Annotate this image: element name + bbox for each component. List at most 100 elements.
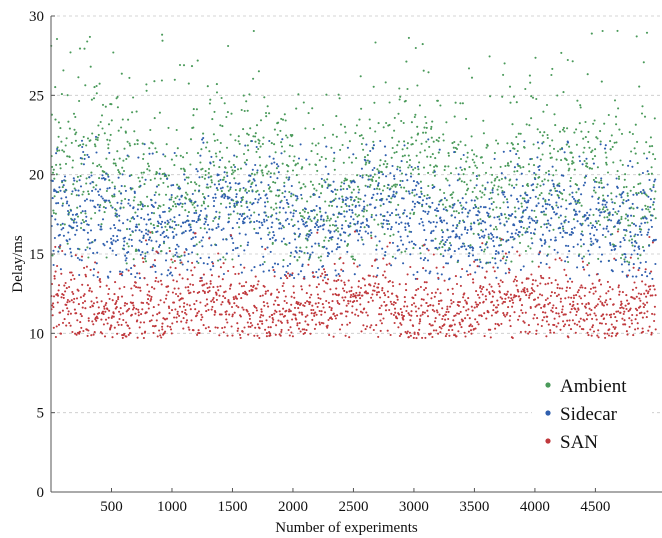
data-point: [378, 188, 381, 191]
data-point: [547, 282, 550, 285]
data-point: [139, 184, 142, 187]
data-point: [222, 331, 225, 334]
data-point: [555, 312, 558, 315]
data-point: [170, 158, 173, 161]
data-point: [603, 317, 606, 320]
data-point: [133, 130, 136, 133]
data-point: [521, 311, 524, 314]
data-point: [497, 185, 500, 188]
data-point: [424, 210, 427, 213]
data-point: [112, 234, 115, 237]
data-point: [429, 164, 432, 167]
data-point: [318, 196, 321, 199]
data-point: [330, 146, 333, 149]
data-point: [164, 330, 167, 333]
data-point: [236, 168, 240, 171]
data-point: [355, 124, 358, 127]
data-point: [601, 29, 604, 33]
data-point: [470, 227, 473, 230]
data-point: [277, 121, 280, 124]
data-point: [524, 249, 527, 253]
data-point: [175, 320, 179, 323]
data-point: [223, 176, 226, 179]
data-point: [540, 306, 543, 309]
data-point: [455, 233, 458, 236]
data-point: [474, 258, 477, 262]
data-point: [231, 258, 234, 261]
data-point: [622, 307, 625, 310]
data-point: [397, 326, 400, 329]
data-point: [532, 279, 535, 282]
data-point: [129, 144, 132, 147]
data-point: [91, 199, 94, 202]
data-point: [313, 327, 316, 330]
data-point: [238, 232, 241, 235]
data-point: [386, 211, 389, 214]
data-point: [409, 265, 412, 269]
data-point: [407, 312, 410, 315]
data-point: [111, 336, 114, 339]
data-point: [627, 199, 630, 202]
data-point: [228, 205, 231, 208]
data-point: [422, 267, 425, 270]
data-point: [318, 309, 321, 313]
data-point: [487, 237, 491, 240]
data-point: [274, 202, 277, 205]
data-point: [475, 303, 478, 306]
data-point: [341, 323, 344, 326]
data-point: [410, 230, 413, 233]
data-point: [551, 306, 554, 309]
data-point: [545, 263, 548, 266]
data-point: [95, 319, 98, 322]
data-point: [558, 182, 561, 185]
data-point: [617, 228, 620, 231]
data-point: [485, 317, 488, 320]
data-point: [609, 140, 612, 143]
data-point: [106, 138, 109, 141]
data-point: [483, 335, 486, 338]
data-point: [361, 277, 364, 280]
data-point: [323, 239, 326, 242]
data-point: [222, 295, 225, 298]
data-point: [407, 224, 411, 227]
data-point: [243, 161, 246, 164]
data-point: [229, 213, 232, 216]
data-point: [152, 263, 155, 266]
data-point: [377, 335, 380, 338]
data-point: [243, 266, 246, 269]
data-point: [232, 163, 235, 166]
data-point: [578, 201, 581, 204]
data-point: [409, 172, 413, 175]
data-point: [512, 280, 515, 283]
data-point: [199, 154, 202, 157]
data-point: [415, 193, 418, 196]
data-point: [141, 205, 145, 208]
data-point: [174, 197, 177, 200]
data-point: [452, 146, 455, 149]
data-point: [276, 288, 279, 291]
data-point: [89, 229, 93, 232]
data-point: [257, 280, 260, 283]
data-point: [208, 150, 211, 153]
data-point: [362, 324, 365, 327]
data-point: [347, 299, 350, 303]
data-point: [311, 304, 314, 307]
data-point: [212, 265, 215, 268]
data-point: [558, 185, 561, 188]
data-point: [631, 288, 634, 291]
data-point: [458, 237, 461, 240]
data-point: [642, 217, 645, 220]
data-point: [492, 239, 495, 242]
data-point: [268, 186, 271, 189]
data-point: [336, 243, 339, 246]
data-point: [173, 216, 176, 219]
data-point: [246, 310, 249, 313]
data-point: [69, 251, 72, 254]
data-point: [426, 212, 429, 215]
data-point: [268, 231, 271, 234]
data-point: [624, 217, 627, 220]
data-point: [606, 225, 609, 228]
data-point: [177, 295, 180, 298]
data-point: [620, 132, 624, 135]
data-point: [345, 291, 348, 294]
